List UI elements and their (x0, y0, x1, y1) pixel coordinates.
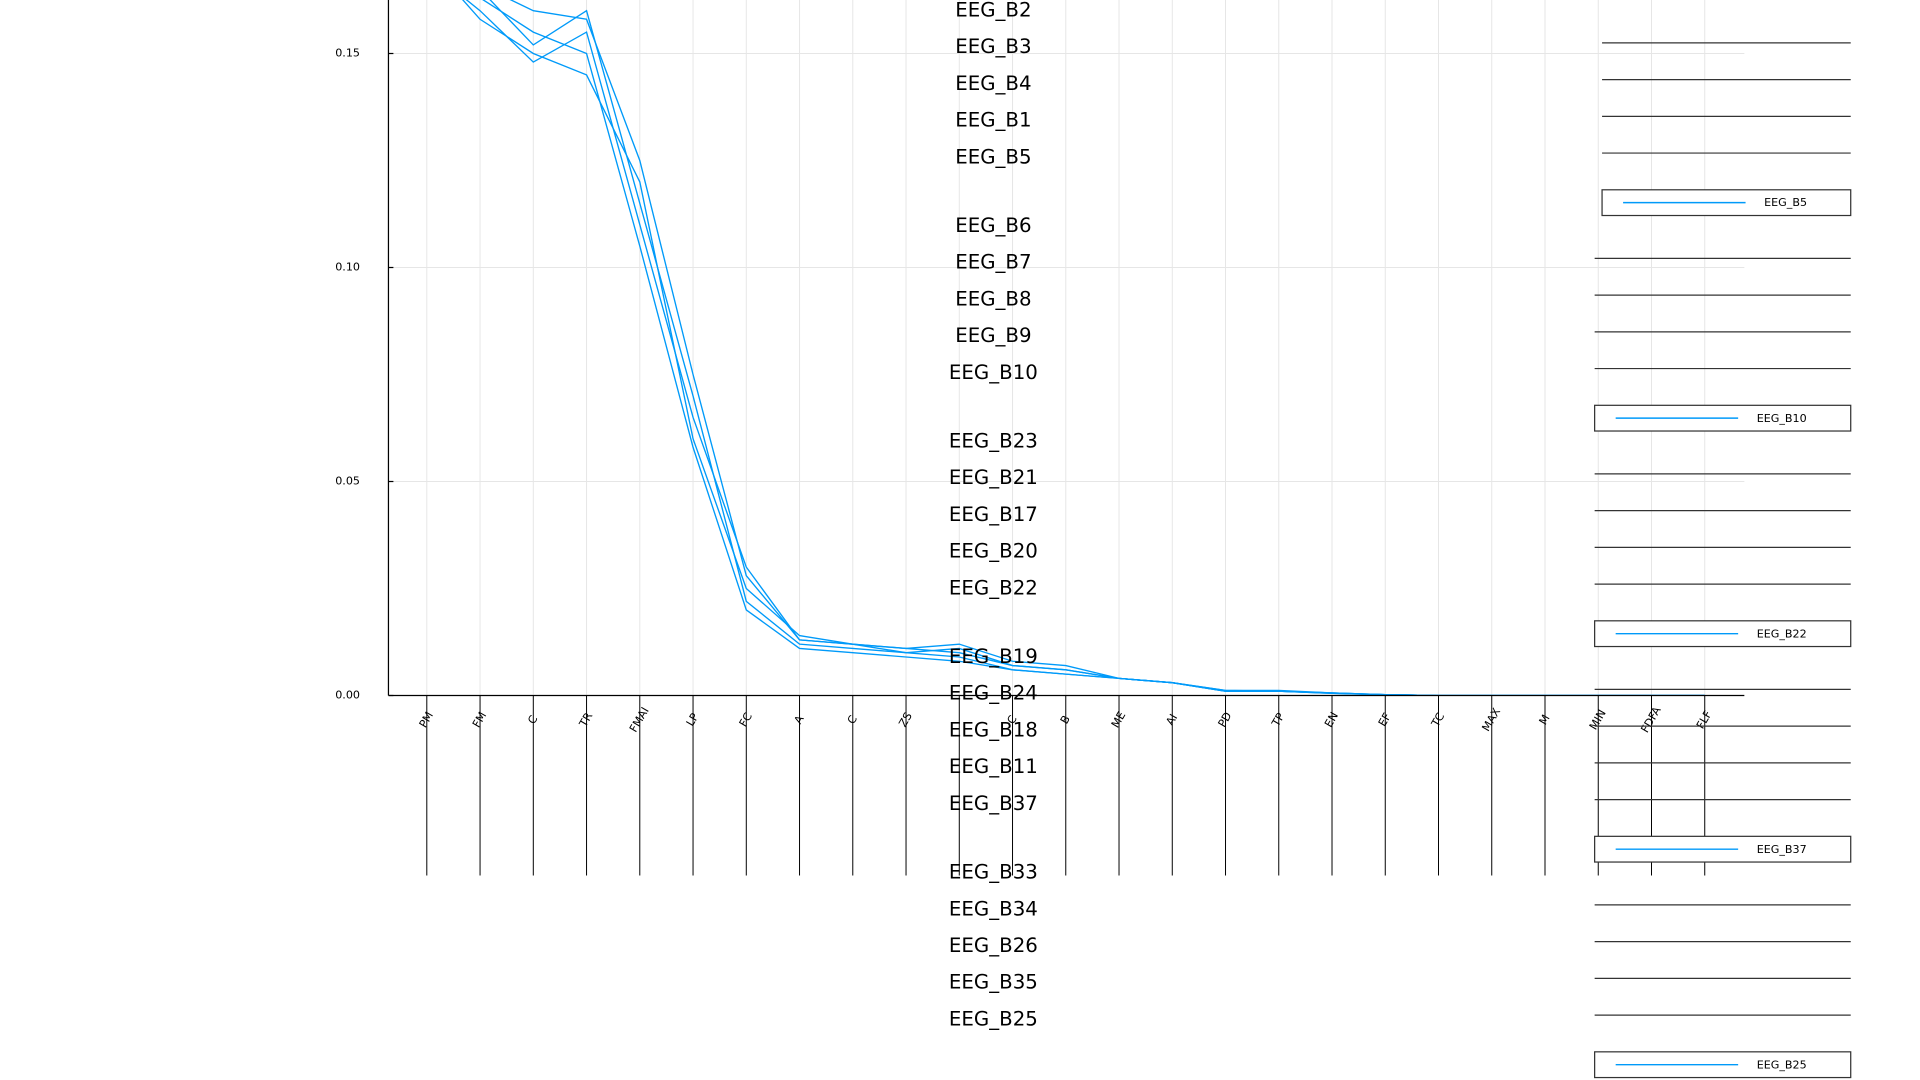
x-tick-label: TC (1428, 710, 1447, 729)
plot-area (462, 0, 1705, 696)
y-tick-label: 0.00 (335, 689, 360, 702)
panel-title: EEG_B18 (949, 719, 1038, 742)
x-tick-label: ZS (896, 710, 915, 729)
x-tick-label: FDFA (1638, 704, 1664, 735)
series-line (509, 0, 1705, 696)
x-tick-label: FMAI (627, 705, 652, 735)
panel-title: EEG_B35 (949, 971, 1038, 994)
x-tick-label: PD (1216, 710, 1235, 730)
y-tick-label: 0.05 (335, 475, 360, 488)
panel-title: EEG_B5 (955, 146, 1031, 169)
panel-title: EEG_B7 (955, 251, 1031, 274)
x-tick-label: LP (684, 711, 702, 729)
series-line (462, 0, 1705, 696)
legend-label: EEG_B10 (1757, 412, 1807, 425)
panel-title: EEG_B19 (949, 645, 1038, 668)
x-tick-label: FC (737, 710, 756, 729)
panel-title: EEG_B26 (949, 934, 1038, 957)
panel-title: EEG_B4 (955, 72, 1031, 95)
x-tick-label: ME (1109, 709, 1129, 730)
panel-title: EEG_B25 (949, 1008, 1038, 1031)
panel-title: EEG_B17 (949, 503, 1038, 526)
panel-title: EEG_B3 (955, 35, 1031, 58)
panel-title: EEG_B10 (949, 361, 1038, 384)
x-tick-label: M (1537, 712, 1553, 727)
panel-title: EEG_B37 (949, 792, 1038, 815)
panel-title: EEG_B24 (949, 682, 1038, 705)
legend-label: EEG_B37 (1757, 843, 1807, 856)
series-line (482, 0, 1705, 696)
x-tick-label: FLF (1694, 708, 1715, 731)
y-tick-label: 0.15 (335, 47, 360, 60)
legend-label: EEG_B25 (1757, 1058, 1807, 1071)
legend-label: EEG_B22 (1757, 627, 1807, 640)
x-tick-label: PM (417, 710, 436, 730)
panel-title: EEG_B23 (949, 430, 1038, 453)
panel-title: EEG_B8 (955, 288, 1031, 311)
legend-label: EEG_B5 (1764, 196, 1807, 209)
y-tick-label: 0.10 (335, 261, 360, 274)
x-tick-label: EF (1376, 711, 1394, 729)
x-tick-label: TR (576, 710, 595, 730)
grid (388, 0, 1745, 696)
x-tick-label: MAX (1479, 706, 1503, 734)
panel-title: EEG_B22 (949, 577, 1038, 600)
panel-title: EEG_B20 (949, 540, 1038, 563)
panel-title: EEG_B11 (949, 755, 1038, 778)
panel-title: EEG_B34 (949, 897, 1038, 920)
panel-title: EEG_B9 (955, 324, 1031, 347)
panel-title: EEG_B33 (949, 861, 1038, 884)
x-tick-label: MIN (1587, 707, 1609, 732)
panel-title: EEG_B6 (955, 214, 1031, 237)
panel-title: EEG_B1 (955, 109, 1031, 132)
x-tick-label: TP (1269, 710, 1288, 729)
x-tick-label: FM (470, 710, 489, 730)
x-tick-label: EN (1322, 710, 1341, 730)
panel-title: EEG_B2 (955, 0, 1031, 21)
panel-title: EEG_B21 (949, 466, 1038, 489)
x-tick-label: AI (1163, 712, 1180, 728)
